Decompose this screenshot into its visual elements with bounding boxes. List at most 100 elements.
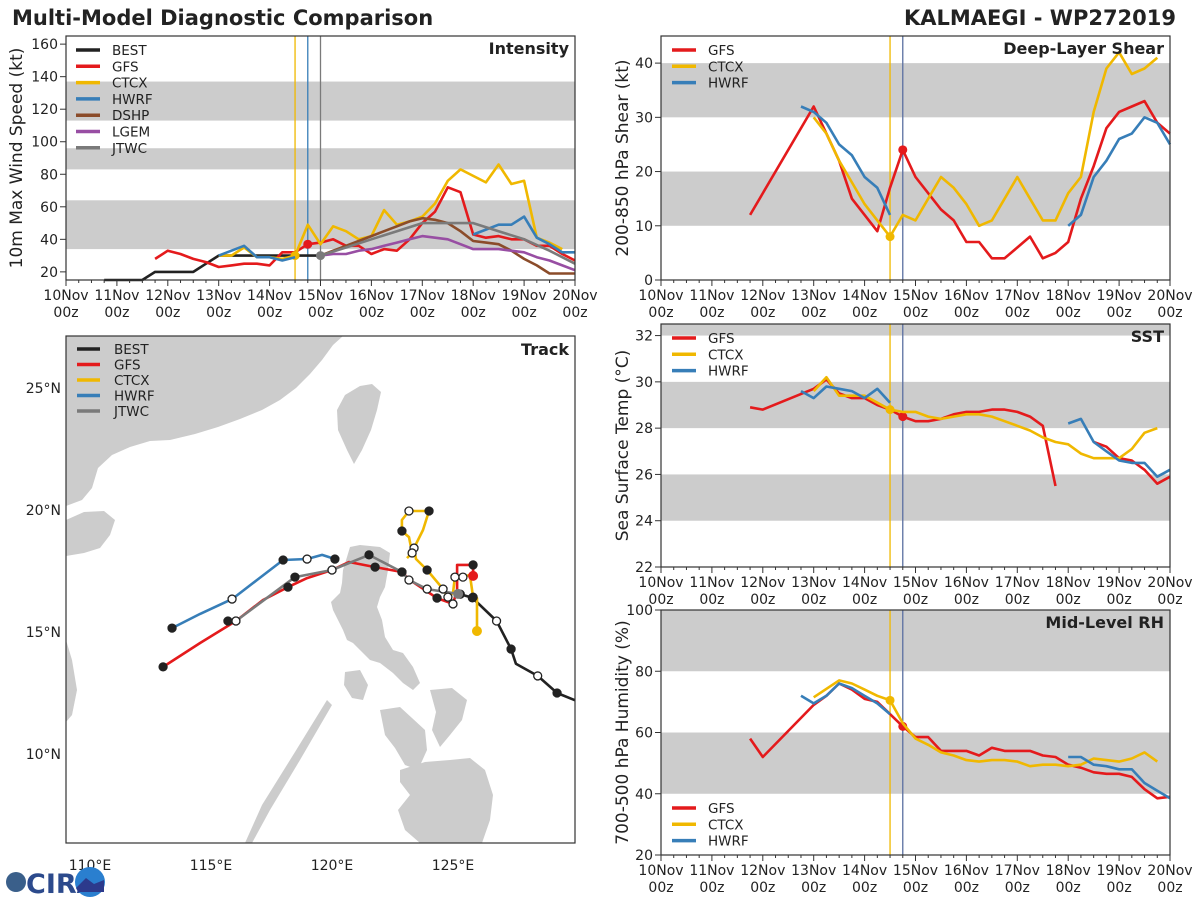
x-tick-label: 00z [954,592,979,608]
series-line-lgem [320,234,576,272]
x-tick-label: 00z [750,305,775,321]
y-tick-label: 24 [635,514,653,530]
y-tick-label: 100 [626,603,653,619]
x-tick-label: 00z [1107,880,1132,896]
x-tick-label: 17Nov [995,575,1040,591]
x-tick-label: 00z [852,305,877,321]
longitude-label: 115°E [190,858,233,874]
x-tick-label: 19Nov [1097,288,1142,304]
track-marker-open [450,572,460,582]
y-tick-label: 30 [635,110,653,126]
land-masses [66,336,493,843]
x-tick-label: 00z [903,305,928,321]
x-tick-label: 00z [801,592,826,608]
track-marker-open [458,572,468,582]
legend-label: GFS [708,43,735,59]
track-marker-filled [432,593,442,603]
track-marker-open [404,506,414,516]
x-tick-label: 00z [903,592,928,608]
x-tick-label: 00z [206,305,231,321]
track-marker-filled [552,688,562,698]
y-tick-label: 100 [31,135,58,151]
x-tick-label: 00z [648,305,673,321]
x-tick-label: 15Nov [893,575,938,591]
panel-title: SST [1131,327,1164,346]
y-tick-label: 40 [635,56,653,72]
x-tick-label: 00z [1056,592,1081,608]
x-tick-label: 13Nov [791,863,836,879]
shaded-band [661,732,1170,794]
x-tick-label: 10Nov [638,288,683,304]
track-marker-open [227,594,237,604]
legend-label: BEST [114,342,149,358]
x-tick-label: 16Nov [944,863,989,879]
legend-label: BEST [112,43,147,59]
x-tick-label: 18Nov [1046,288,1091,304]
x-tick-label: 17Nov [995,863,1040,879]
x-tick-label: 10Nov [43,288,88,304]
current-point-gfs [303,239,313,249]
x-tick-label: 00z [903,880,928,896]
track-marker-open [448,599,458,609]
x-tick-label: 15Nov [893,288,938,304]
x-tick-label: 15Nov [893,863,938,879]
track-marker-filled [158,662,168,672]
cira-logo: CIRA [6,867,105,900]
x-tick-label: 16Nov [944,575,989,591]
x-tick-label: 10Nov [638,575,683,591]
track-start-ctcx [471,626,482,637]
map-frame [65,335,576,844]
y-tick-label: 30 [635,375,653,391]
legend-label: GFS [708,331,735,347]
track-marker-filled [290,572,300,582]
track-line-ctcx [400,509,479,631]
x-tick-label: 00z [1005,305,1030,321]
x-tick-label: 00z [1157,592,1182,608]
x-tick-label: 20Nov [1147,288,1192,304]
mindoro-island [344,670,368,700]
x-tick-label: 00z [1157,305,1182,321]
samar-leyte-islands [430,688,467,747]
track-marker-filled [364,550,374,560]
longitude-label: 125°E [432,858,475,874]
x-tick-label: 00z [155,305,180,321]
track-marker-filled [278,555,288,565]
current-point-ctcx [885,695,895,705]
x-tick-label: 10Nov [638,863,683,879]
track-marker-filled [468,592,478,602]
x-tick-label: 00z [750,592,775,608]
y-tick-label: 80 [635,664,653,680]
x-tick-label: 16Nov [944,288,989,304]
chart-mid-level-rh: 10Nov00z11Nov00z12Nov00z13Nov00z14Nov00z… [613,603,1193,896]
x-tick-label: 18Nov [451,288,496,304]
y-tick-label: 20 [635,848,653,864]
track-marker-filled [283,582,293,592]
x-tick-label: 13Nov [196,288,241,304]
x-tick-label: 00z [1005,880,1030,896]
x-tick-label: 00z [512,305,537,321]
x-tick-label: 17Nov [995,288,1040,304]
longitude-label: 120°E [311,858,354,874]
x-tick-label: 19Nov [1097,863,1142,879]
legend-label: HWRF [708,76,749,92]
series-line-hwrf [1067,417,1171,478]
x-tick-label: 00z [852,880,877,896]
x-tick-label: 00z [801,305,826,321]
x-tick-label: 00z [1107,305,1132,321]
x-tick-label: 14Nov [842,288,887,304]
palawan-island [245,700,332,843]
y-axis-label: Sea Surface Temp (°C) [613,350,633,542]
globe-icon [6,872,26,892]
series-line-hwrf [1068,755,1171,800]
x-tick-label: 14Nov [842,863,887,879]
x-tick-label: 00z [954,305,979,321]
current-point-jtwc [316,251,325,261]
series-line-gfs [1093,440,1171,485]
track-marker-open [302,554,312,564]
y-tick-label: 0 [644,273,653,289]
x-tick-label: 14Nov [247,288,292,304]
panel-title: Deep-Layer Shear [1003,39,1164,58]
x-tick-label: 00z [461,305,486,321]
track-marker-open [438,584,448,594]
x-tick-label: 12Nov [740,575,785,591]
